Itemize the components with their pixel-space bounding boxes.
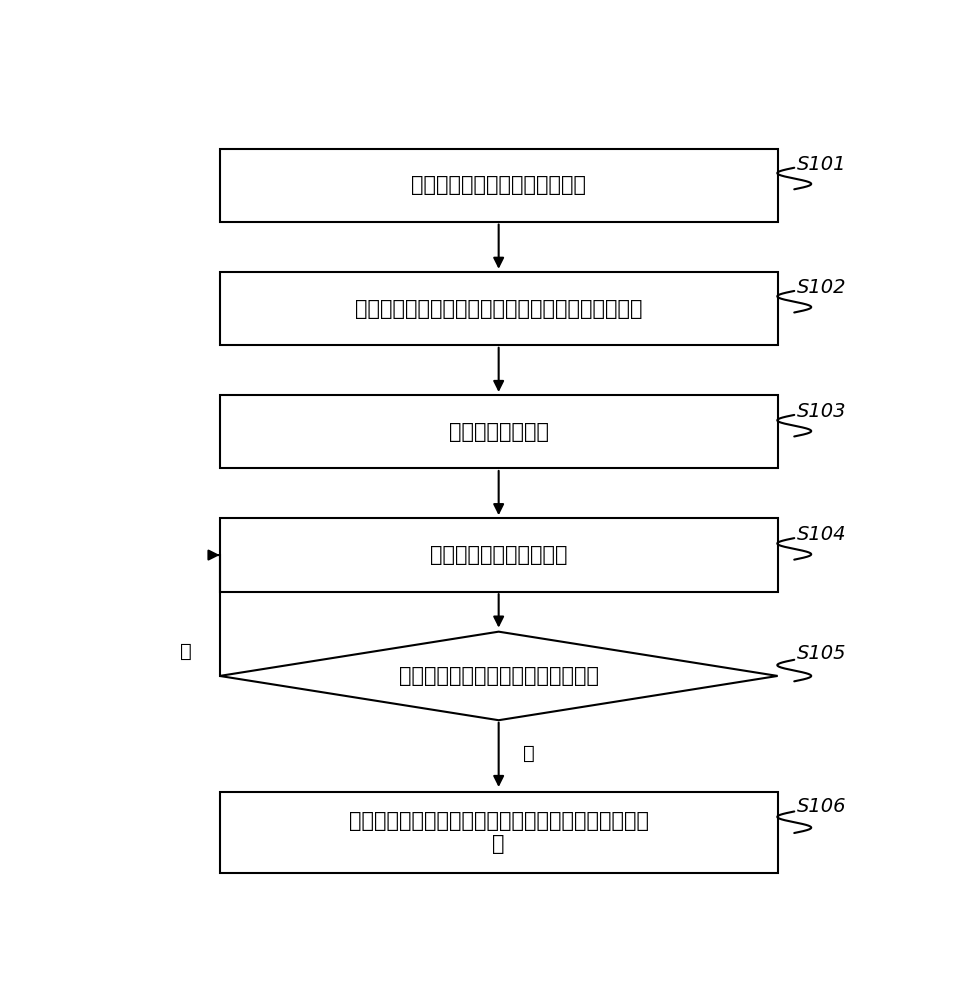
- Bar: [220, 272, 777, 345]
- Text: S104: S104: [797, 525, 846, 544]
- Text: 是: 是: [523, 743, 535, 762]
- Text: S102: S102: [797, 278, 846, 297]
- Bar: [220, 518, 777, 592]
- Text: 根据上下文信息，初始化漏洞扫描所需的环境及文件: 根据上下文信息，初始化漏洞扫描所需的环境及文件: [355, 299, 642, 319]
- Text: S103: S103: [797, 402, 846, 421]
- Text: S101: S101: [797, 155, 846, 174]
- Bar: [220, 792, 777, 873]
- Text: S105: S105: [797, 644, 846, 663]
- Text: 对终端系统进行漏洞扫描: 对终端系统进行漏洞扫描: [430, 545, 567, 565]
- Polygon shape: [220, 632, 777, 720]
- Bar: [220, 149, 777, 222]
- Text: 将漏洞扫描获取的结果进行汇总，得到漏洞扫描结果信
息: 将漏洞扫描获取的结果进行汇总，得到漏洞扫描结果信 息: [348, 811, 649, 854]
- Text: S106: S106: [797, 797, 846, 816]
- Text: 判断终端系统所有漏洞是否扫描完成: 判断终端系统所有漏洞是否扫描完成: [399, 666, 598, 686]
- Text: 启动漏洞扫描进程: 启动漏洞扫描进程: [449, 422, 549, 442]
- Bar: [220, 395, 777, 468]
- Text: 获取漏洞扫描所需的上下文信息: 获取漏洞扫描所需的上下文信息: [412, 175, 586, 195]
- Text: 否: 否: [180, 642, 192, 661]
